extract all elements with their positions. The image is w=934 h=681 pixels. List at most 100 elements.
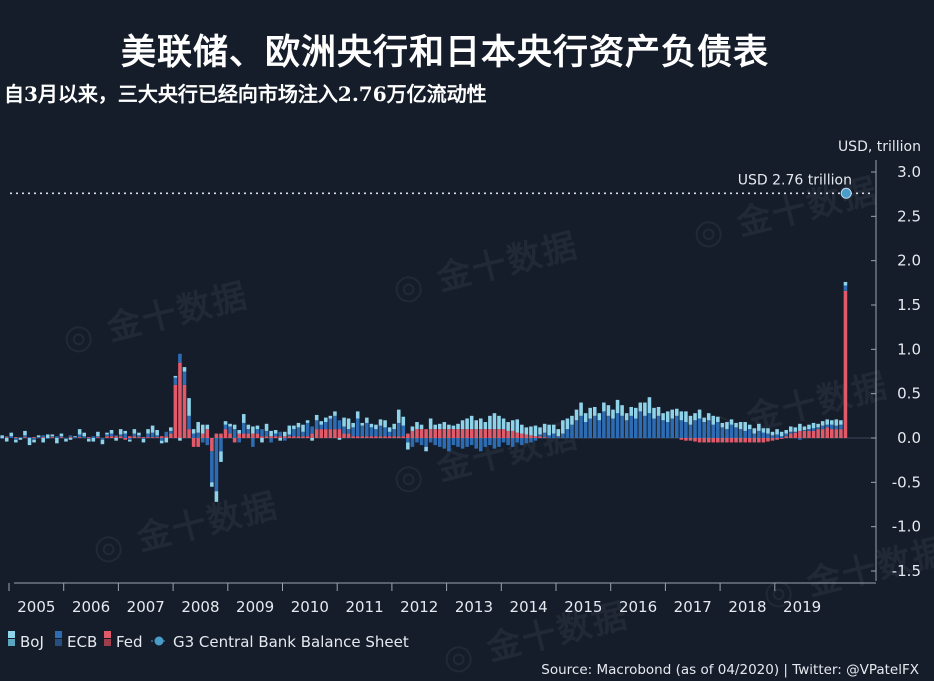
- fed-bar: [488, 429, 492, 438]
- g3-legend-label: G3 Central Bank Balance Sheet: [173, 633, 409, 651]
- fed-bar: [301, 436, 305, 438]
- boj-bar: [506, 422, 510, 431]
- ecb-bar: [419, 438, 424, 446]
- ecb-bar: [451, 438, 456, 446]
- boj-bar: [688, 415, 693, 425]
- ecb-bar: [592, 415, 597, 438]
- ecb-bar: [811, 428, 816, 431]
- boj-bar: [538, 427, 542, 435]
- ecb-bar: [55, 436, 59, 438]
- fed-bar: [96, 437, 100, 438]
- boj-bar: [497, 415, 501, 430]
- ecb-bar: [506, 438, 510, 446]
- boj-bar: [401, 416, 406, 426]
- fed-bar: [374, 436, 378, 438]
- y-tick-label: 0.0: [897, 429, 921, 447]
- boj-bar: [123, 430, 128, 434]
- boj-bar: [255, 425, 260, 430]
- boj-bar: [570, 415, 574, 425]
- ecb-bar: [638, 411, 643, 438]
- fed-bar: [392, 436, 396, 438]
- ecb-bar: [661, 420, 665, 438]
- ecb-bar: [725, 429, 729, 438]
- ecb-bar: [415, 438, 419, 443]
- fed-bar: [788, 433, 793, 438]
- ecb-bar: [757, 430, 761, 438]
- boj-bar: [779, 431, 784, 437]
- boj-bar: [305, 420, 310, 423]
- boj-bar: [232, 424, 237, 430]
- reference-label: USD 2.76 trillion: [738, 172, 852, 188]
- boj-bar: [82, 432, 86, 437]
- ecb-bar: [109, 433, 114, 437]
- boj-bar: [18, 438, 23, 440]
- boj-bar: [164, 438, 169, 443]
- ecb-bar: [246, 429, 251, 434]
- fed-legend-swatch: [104, 631, 111, 638]
- boj-bar: [328, 415, 333, 419]
- fed-bar: [843, 290, 848, 438]
- boj-bar: [428, 418, 433, 430]
- ecb-bar: [214, 438, 219, 492]
- boj-bar: [697, 409, 702, 419]
- boj-bar: [132, 429, 137, 434]
- ecb-bar: [251, 438, 255, 447]
- boj-bar: [141, 438, 146, 443]
- boj-bar: [579, 402, 583, 416]
- ecb-bar: [479, 438, 483, 452]
- fed-bar: [447, 429, 451, 438]
- boj-bar: [59, 433, 64, 437]
- fed-bar: [273, 436, 278, 438]
- boj-bar: [319, 421, 324, 425]
- fed-bar: [465, 429, 469, 438]
- boj-bar: [510, 420, 515, 431]
- fed-bar: [415, 429, 419, 438]
- y-tick-label: 2.5: [897, 207, 921, 225]
- boj-bar: [41, 438, 45, 443]
- boj-bar: [788, 426, 793, 432]
- ecb-bar: [219, 438, 223, 452]
- ecb-bar: [624, 420, 629, 438]
- fed-bar: [684, 438, 688, 441]
- ecb-bar: [86, 438, 91, 439]
- fed-bar: [410, 430, 415, 438]
- fed-bar: [725, 438, 729, 443]
- fed-bar: [68, 437, 73, 438]
- boj-bar: [191, 429, 196, 434]
- fed-bar: [241, 433, 246, 438]
- fed-bar: [287, 436, 292, 438]
- ecb-bar: [365, 422, 369, 437]
- ecb-bar: [269, 438, 273, 443]
- boj-bar: [55, 438, 59, 444]
- ecb-bar: [141, 438, 146, 439]
- ecb-bar: [488, 438, 492, 446]
- ecb-bar: [383, 427, 387, 437]
- fed-bar: [214, 433, 219, 438]
- ecb-bar: [68, 435, 73, 438]
- fed-bar: [128, 436, 132, 438]
- boj-bar: [337, 438, 342, 440]
- boj-bar: [392, 423, 396, 430]
- fed-bar: [4, 437, 9, 438]
- ecb-bar: [793, 431, 798, 433]
- boj-bar: [333, 411, 337, 416]
- ecb-bar: [738, 429, 743, 438]
- boj-legend-swatch: [8, 631, 15, 638]
- fed-bar: [729, 438, 734, 443]
- fed-bar: [706, 438, 711, 443]
- boj-bar: [9, 432, 14, 437]
- fed-bar: [169, 433, 173, 438]
- ecb-bar: [155, 435, 159, 438]
- x-tick-label: 2008: [181, 598, 219, 616]
- boj-bar: [14, 439, 18, 443]
- x-tick-label: 2018: [728, 598, 766, 616]
- fed-bar: [132, 436, 137, 438]
- ecb-bar: [396, 422, 401, 437]
- fed-bar: [688, 438, 693, 441]
- ecb-bar: [324, 422, 328, 430]
- ecb-bar: [693, 420, 697, 438]
- ecb-bar: [406, 438, 410, 443]
- boj-bar: [588, 407, 592, 419]
- fed-bar: [533, 436, 538, 438]
- ecb-bar: [59, 436, 64, 438]
